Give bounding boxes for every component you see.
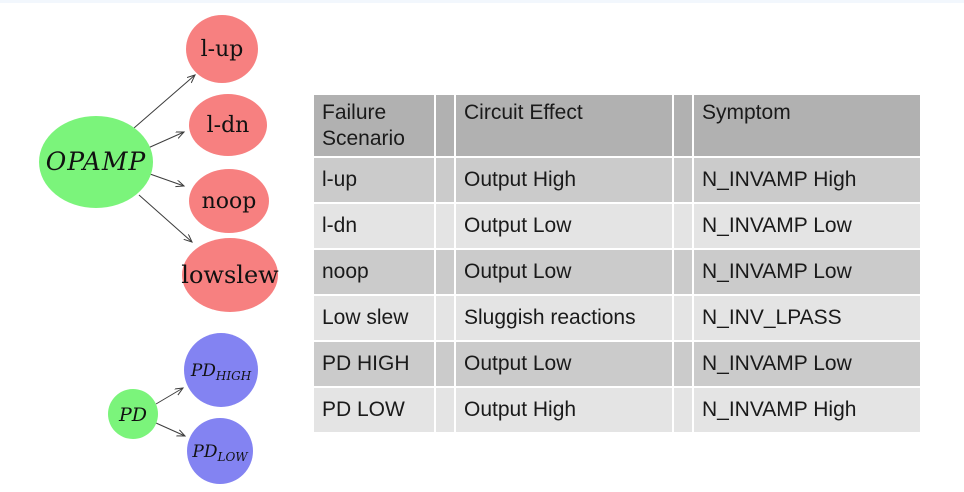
edge-opamp-lowslew [138,194,192,242]
node-pd-high: PDHIGH [184,333,258,407]
cell-effect: Output Low [464,352,572,375]
pd-node-label: PD [118,404,147,426]
node-noop: noop [189,169,269,233]
fault-tree-diagram: OPAMP l-up l-dn noop lowslew PD PDHIGH [39,15,279,484]
pd-low-node-shape [187,418,253,484]
edge-pd-pdhigh [155,388,183,405]
cell-scenario: l-dn [322,214,358,237]
edge-opamp-lup [133,75,195,129]
header-spacer-1 [436,95,454,156]
cell-effect: Output Low [464,260,572,283]
cell-symptom: N_INVAMP High [702,398,857,421]
table-row-low-slew: Low slew Sluggish reactions N_INV_LPASS [314,296,920,340]
col-header-symptom: Symptom [694,95,920,156]
opamp-node-shape [39,116,153,208]
table-row-l-dn: l-dn Output Low N_INVAMP Low [314,204,920,248]
lowslew-node-shape [182,238,278,312]
opamp-node-label: OPAMP [46,147,147,176]
noop-node-shape [189,169,269,233]
node-pd: PD [108,389,158,439]
node-pd-low: PDLOW [187,418,253,484]
cell-spacer [674,342,692,386]
table-row-l-up: l-up Output High N_INVAMP High [314,158,920,202]
table-row-noop: noop Output Low N_INVAMP Low [314,250,920,294]
cell-spacer [436,250,454,294]
cell-symptom: N_INVAMP Low [702,260,852,283]
noop-node-label: noop [202,189,257,214]
pd-low-node-label: PDLOW [191,442,249,464]
cell-spacer [674,388,692,432]
l-dn-node-shape [189,94,267,156]
cell-scenario: Low slew [322,306,409,329]
table-header-row: Failure Scenario Circuit Effect Symptom [314,95,920,156]
l-dn-node-label: l-dn [207,113,250,138]
cell-scenario: noop [322,260,369,283]
cell-effect: Output High [464,168,577,191]
cell-spacer [674,296,692,340]
cell-symptom: N_INVAMP High [702,168,857,191]
header-spacer-2 [674,95,692,156]
cell-effect: Output High [464,398,577,421]
pd-high-node-label: PDHIGH [190,361,252,383]
cell-spacer [674,250,692,294]
edge-pd-pdlow [155,422,185,436]
cell-effect: Output Low [464,214,572,237]
col-header-failure-scenario: Failure Scenario [314,95,434,156]
edge-opamp-noop [149,173,184,186]
cell-scenario: PD LOW [322,398,405,421]
node-lowslew: lowslew [181,238,279,312]
cell-spacer [436,204,454,248]
table-row-pd-high: PD HIGH Output Low N_INVAMP Low [314,342,920,386]
cell-spacer [436,342,454,386]
failure-table: Failure Scenario Circuit Effect Symptom … [312,93,922,434]
pd-node-shape [108,389,158,439]
node-l-dn: l-dn [189,94,267,156]
cell-spacer [674,158,692,202]
cell-spacer [436,388,454,432]
cell-effect: Sluggish reactions [464,306,636,329]
top-strip [0,0,964,3]
node-l-up: l-up [186,15,258,83]
cell-spacer [436,158,454,202]
cell-symptom: N_INV_LPASS [702,306,842,329]
pd-high-node-shape [184,333,258,407]
cell-symptom: N_INVAMP Low [702,214,852,237]
cell-scenario: PD HIGH [322,352,410,375]
cell-scenario: l-up [322,168,358,191]
col-header-circuit-effect: Circuit Effect [456,95,672,156]
cell-symptom: N_INVAMP Low [702,352,852,375]
l-up-node-label: l-up [201,37,244,62]
l-up-node-shape [186,15,258,83]
cell-spacer [674,204,692,248]
node-opamp: OPAMP [39,116,153,208]
cell-spacer [436,296,454,340]
table-row-pd-low: PD LOW Output High N_INVAMP High [314,388,920,432]
edge-opamp-ldn [147,132,184,149]
lowslew-node-label: lowslew [181,261,279,289]
